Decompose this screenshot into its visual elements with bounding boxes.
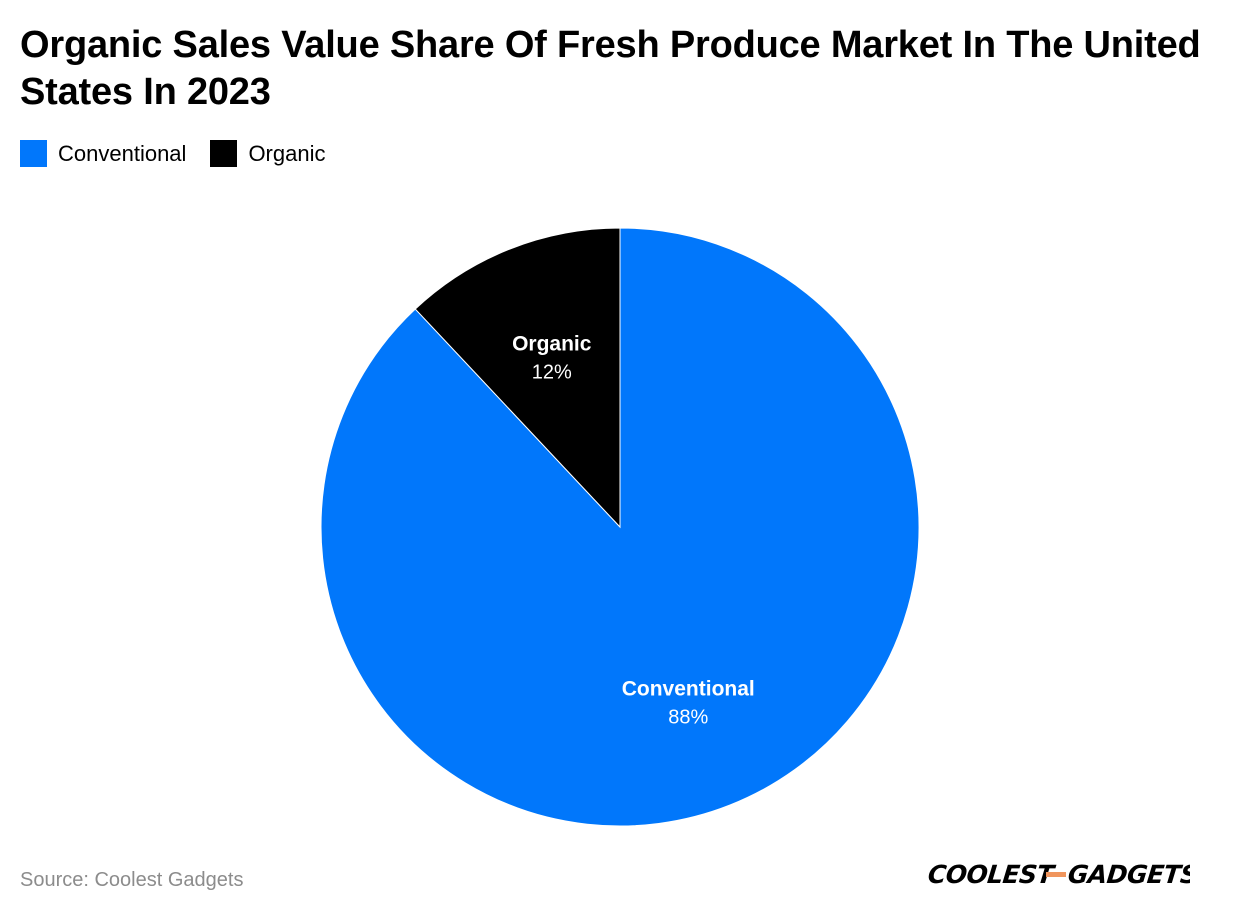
legend-item-conventional: Conventional	[20, 140, 186, 167]
svg-text:COOLEST: COOLEST	[928, 860, 1057, 889]
legend-label-organic: Organic	[248, 141, 326, 166]
svg-text:GADGETS: GADGETS	[1067, 860, 1190, 889]
legend-swatch-organic	[210, 140, 238, 167]
pie-slice-organic	[414, 227, 621, 529]
source-note: Source: Coolest Gadgets	[20, 869, 244, 891]
slice-label-conventional: Conventional	[622, 677, 755, 700]
legend-item-organic: Organic	[210, 140, 325, 167]
slice-value-conventional: 88%	[668, 706, 708, 728]
slice-label-organic: Organic	[512, 333, 592, 356]
legend-swatch-conventional	[20, 140, 47, 167]
legend-label-conventional: Conventional	[58, 141, 187, 166]
pie-labels: Conventional 88% Organic 12%	[512, 333, 755, 729]
coolest-gadgets-logo: COOLEST GADGETS	[928, 860, 1190, 889]
pie-slices	[320, 227, 920, 827]
legend: Conventional Organic	[20, 140, 325, 167]
chart-title: Organic Sales Value Share Of Fresh Produ…	[20, 24, 1201, 113]
slice-value-organic: 12%	[532, 362, 572, 384]
